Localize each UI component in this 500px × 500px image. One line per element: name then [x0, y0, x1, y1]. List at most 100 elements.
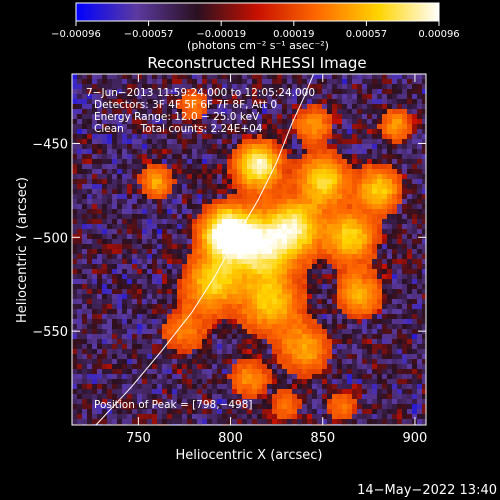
heatmap-cell [137, 74, 143, 80]
heatmap-cell [87, 194, 93, 200]
heatmap-cell [422, 214, 426, 220]
heatmap-cell [167, 404, 173, 410]
heatmap-cell [347, 104, 353, 110]
heatmap-cell [172, 119, 178, 125]
heatmap-cell [267, 89, 273, 95]
heatmap-cell [202, 159, 208, 165]
heatmap-cell [172, 254, 178, 260]
heatmap-cell [197, 109, 203, 115]
heatmap-cell [272, 334, 278, 340]
heatmap-cell [347, 229, 353, 235]
heatmap-cell [397, 309, 403, 315]
heatmap-cell [372, 194, 378, 200]
heatmap-cell [312, 339, 318, 345]
heatmap-cell [212, 269, 218, 275]
heatmap-cell [372, 334, 378, 340]
heatmap-cell [377, 169, 383, 175]
heatmap-cell [337, 294, 343, 300]
heatmap-cell [152, 214, 158, 220]
heatmap-cell [192, 419, 198, 425]
heatmap-cell [137, 329, 143, 335]
heatmap-cell [87, 159, 93, 165]
heatmap-cell [407, 349, 413, 355]
heatmap-cell [227, 289, 233, 295]
heatmap-cell [167, 119, 173, 125]
heatmap-cell [327, 419, 333, 425]
heatmap-cell [172, 154, 178, 160]
heatmap-cell [137, 354, 143, 360]
heatmap-cell [337, 189, 343, 195]
heatmap-cell [192, 114, 198, 120]
heatmap-cell [182, 409, 188, 415]
heatmap-cell [122, 324, 128, 330]
heatmap-cell [337, 129, 343, 135]
heatmap-cell [297, 209, 303, 215]
heatmap-cell [207, 94, 213, 100]
heatmap-cell [97, 399, 103, 405]
heatmap-cell [382, 194, 388, 200]
heatmap-cell [147, 109, 153, 115]
heatmap-cell [332, 259, 338, 265]
heatmap-cell [422, 239, 426, 245]
heatmap-cell [317, 119, 323, 125]
heatmap-cell [82, 224, 88, 230]
heatmap-cell [337, 254, 343, 260]
heatmap-cell [92, 399, 98, 405]
heatmap-cell [382, 249, 388, 255]
heatmap-cell [397, 114, 403, 120]
heatmap-cell [247, 119, 253, 125]
heatmap-cell [402, 179, 408, 185]
heatmap-cell [387, 174, 393, 180]
heatmap-cell [237, 134, 243, 140]
heatmap-cell [82, 79, 88, 85]
heatmap-cell [227, 294, 233, 300]
heatmap-cell [282, 359, 288, 365]
heatmap-cell [237, 369, 243, 375]
heatmap-cell [387, 119, 393, 125]
heatmap-cell [337, 134, 343, 140]
heatmap-cell [292, 339, 298, 345]
heatmap-cell [72, 89, 78, 95]
heatmap-cell [412, 124, 418, 130]
heatmap-cell [102, 244, 108, 250]
heatmap-cell [282, 114, 288, 120]
heatmap-cell [182, 364, 188, 370]
heatmap-cell [302, 174, 308, 180]
heatmap-cell [402, 199, 408, 205]
heatmap-cell [387, 289, 393, 295]
heatmap-cell [147, 334, 153, 340]
heatmap-cell [172, 129, 178, 135]
heatmap-cell [117, 184, 123, 190]
heatmap-cell [187, 229, 193, 235]
heatmap-cell [407, 414, 413, 420]
heatmap-cell [257, 364, 263, 370]
heatmap-cell [332, 324, 338, 330]
heatmap-cell [207, 279, 213, 285]
heatmap-cell [352, 139, 358, 145]
heatmap-cell [357, 319, 363, 325]
heatmap-cell [362, 79, 368, 85]
heatmap-cell [322, 409, 328, 415]
heatmap-cell [92, 134, 98, 140]
heatmap-cell [232, 199, 238, 205]
heatmap-cell [312, 149, 318, 155]
heatmap-cell [217, 269, 223, 275]
heatmap-cell [87, 394, 93, 400]
heatmap-cell [122, 259, 128, 265]
heatmap-cell [367, 174, 373, 180]
heatmap-cell [77, 159, 83, 165]
heatmap-cell [257, 399, 263, 405]
heatmap-cell [152, 409, 158, 415]
heatmap-cell [307, 314, 313, 320]
heatmap-cell [107, 374, 113, 380]
heatmap-cell [397, 314, 403, 320]
heatmap-cell [97, 269, 103, 275]
heatmap-cell [362, 304, 368, 310]
heatmap-cell [382, 419, 388, 425]
heatmap-cell [132, 99, 138, 105]
heatmap-cell [162, 84, 168, 90]
heatmap-cell [217, 189, 223, 195]
heatmap-cell [102, 199, 108, 205]
heatmap-cell [387, 164, 393, 170]
heatmap-cell [317, 394, 323, 400]
